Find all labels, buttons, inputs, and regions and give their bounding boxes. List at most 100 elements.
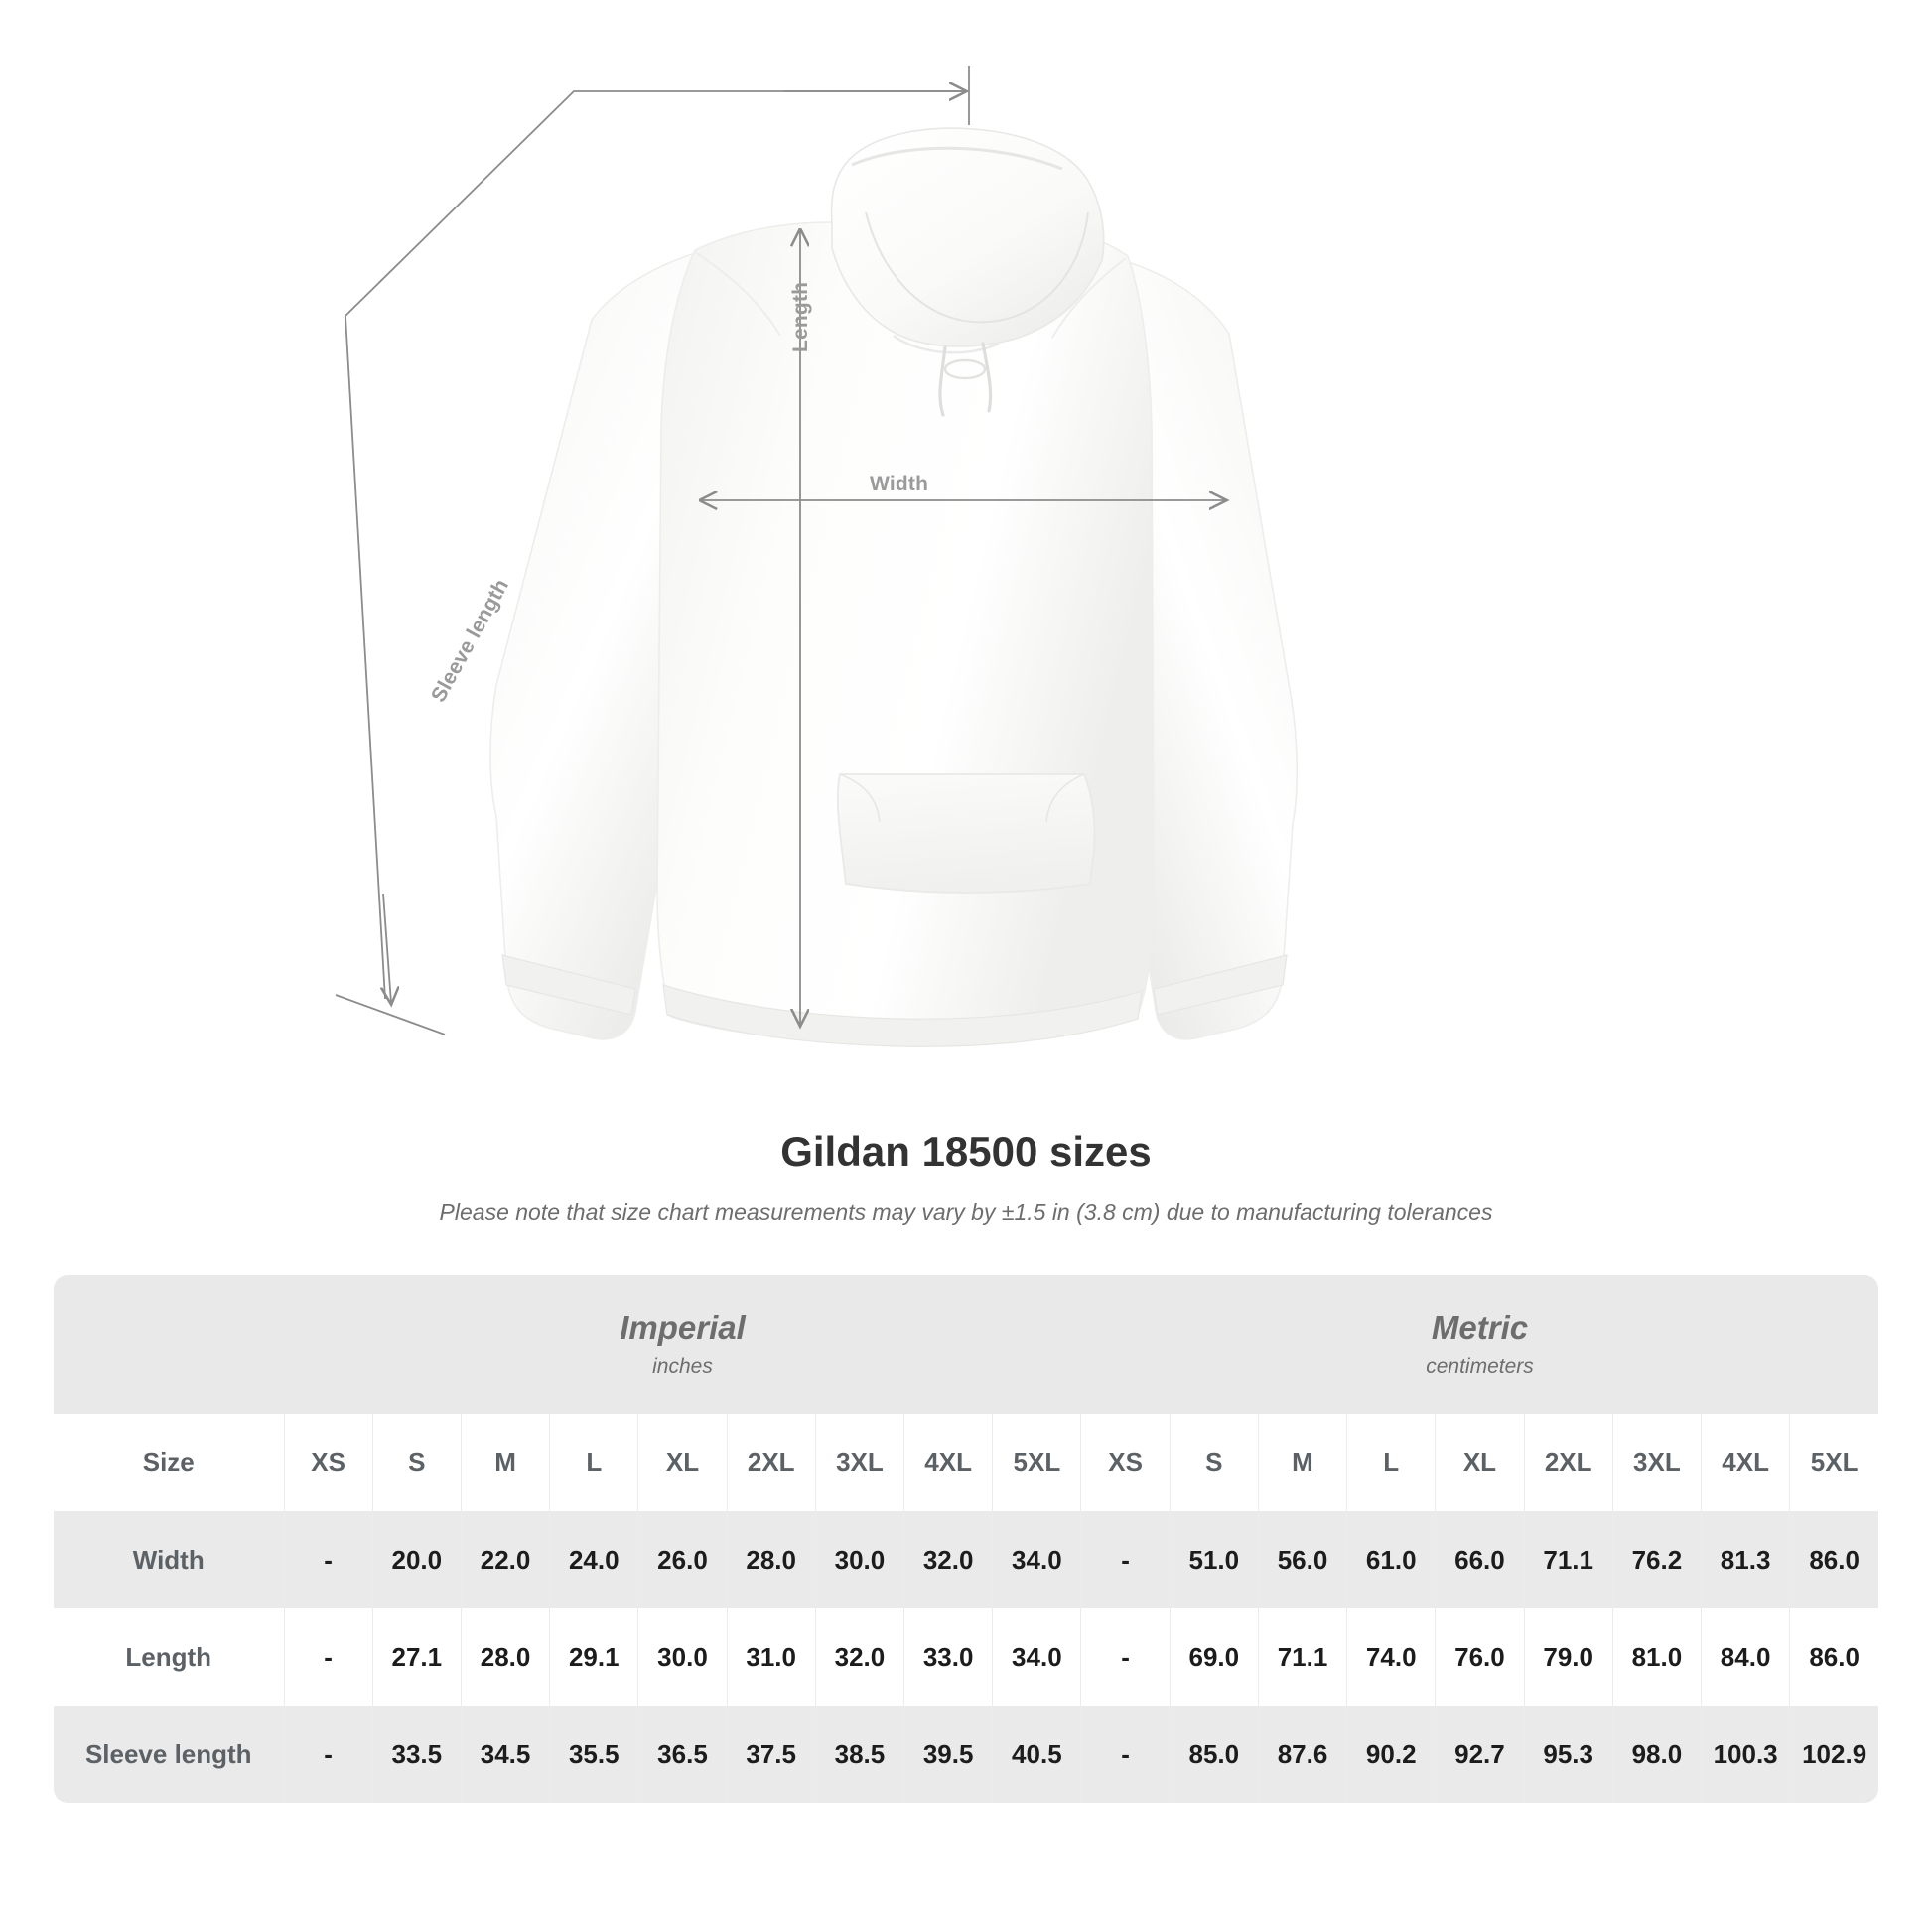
cell-sleeve-length-metric-2xl: 95.3 (1523, 1706, 1613, 1803)
cell-width-imperial-xs: - (283, 1511, 373, 1608)
drawstring-right (981, 342, 993, 413)
size-chart-table: Imperial inches Metric centimeters Size … (54, 1275, 1879, 1803)
hood-casing (851, 146, 1063, 171)
cell-sleeve-length-imperial-m: 34.5 (460, 1706, 550, 1803)
hood (830, 127, 1105, 347)
cell-width-imperial-l: 24.0 (549, 1511, 638, 1608)
size-header-metric-5xl: 5XL (1789, 1414, 1879, 1511)
cell-width-metric-4xl: 81.3 (1700, 1511, 1790, 1608)
cell-width-metric-xs: - (1080, 1511, 1171, 1608)
cell-sleeve-length-imperial-s: 33.5 (371, 1706, 462, 1803)
cell-width-imperial-xl: 26.0 (637, 1511, 728, 1608)
hood-inner-edge (865, 211, 1089, 324)
cell-width-metric-2xl: 71.1 (1523, 1511, 1613, 1608)
page-title: Gildan 18500 sizes (780, 1128, 1152, 1174)
cell-width-metric-s: 51.0 (1169, 1511, 1259, 1608)
size-chart-table-wrapper: Imperial inches Metric centimeters Size … (54, 1275, 1879, 1803)
size-header-metric-l: L (1346, 1414, 1436, 1511)
size-header-imperial-3xl: 3XL (814, 1414, 904, 1511)
cell-length-metric-5xl: 86.0 (1789, 1608, 1879, 1706)
cell-length-metric-4xl: 84.0 (1700, 1608, 1790, 1706)
cell-length-metric-l: 74.0 (1346, 1608, 1436, 1706)
length-dimension-label: Length (789, 281, 812, 352)
title-block: Gildan 18500 sizes Please note that size… (0, 1127, 1932, 1228)
hoodie-diagram: Length Width Sleeve length (335, 66, 1299, 1047)
cell-length-metric-m: 71.1 (1257, 1608, 1347, 1706)
cell-sleeve-length-metric-l: 90.2 (1346, 1706, 1436, 1803)
size-header-metric-3xl: 3XL (1611, 1414, 1702, 1511)
width-dimension-label: Width (870, 473, 929, 495)
bottom-hem (662, 984, 1143, 1047)
cell-width-imperial-5xl: 34.0 (992, 1511, 1081, 1608)
cell-length-imperial-5xl: 34.0 (992, 1608, 1081, 1706)
table-row: Length -27.1 28.0 29.1 30.0 31.0 32.0 33.0 34.0-… (54, 1608, 1879, 1706)
drawstring-knot (943, 358, 987, 380)
cell-sleeve-length-metric-m: 87.6 (1257, 1706, 1347, 1803)
cell-width-imperial-3xl: 30.0 (814, 1511, 904, 1608)
size-header-metric-2xl: 2XL (1523, 1414, 1613, 1511)
cell-sleeve-length-metric-xs: - (1080, 1706, 1171, 1803)
right-shoulder-seam (1051, 257, 1127, 339)
left-sleeve (489, 251, 696, 1040)
size-header-imperial-4xl: 4XL (903, 1414, 993, 1511)
size-header-metric-4xl: 4XL (1700, 1414, 1790, 1511)
cell-width-metric-3xl: 76.2 (1611, 1511, 1702, 1608)
cell-sleeve-length-metric-4xl: 100.3 (1700, 1706, 1790, 1803)
cell-length-imperial-2xl: 31.0 (726, 1608, 816, 1706)
right-cuff (1153, 954, 1288, 1016)
left-cuff (501, 954, 636, 1016)
cell-width-metric-l: 61.0 (1346, 1511, 1436, 1608)
collar-seam (893, 335, 1000, 354)
cell-length-imperial-xl: 30.0 (637, 1608, 728, 1706)
left-shoulder-seam (694, 251, 781, 337)
sleeve-bottom-tick (335, 994, 446, 1035)
size-header-metric-s: S (1169, 1414, 1259, 1511)
drawstring-left (938, 345, 947, 417)
cell-length-imperial-m: 28.0 (460, 1608, 550, 1706)
cell-sleeve-length-imperial-2xl: 37.5 (726, 1706, 816, 1803)
size-header-metric-xl: XL (1435, 1414, 1525, 1511)
cell-length-imperial-l: 29.1 (549, 1608, 638, 1706)
cell-width-imperial-4xl: 32.0 (903, 1511, 993, 1608)
tolerance-note: Please note that size chart measurements… (439, 1199, 1493, 1226)
unit-corner-cell (54, 1275, 284, 1414)
cell-width-imperial-s: 20.0 (371, 1511, 462, 1608)
size-header-imperial-2xl: 2XL (726, 1414, 816, 1511)
size-header-imperial-s: S (371, 1414, 462, 1511)
size-header-row: Size XS S M L XL 2XL 3XL 4XL 5XL XS S M L XL 2XL 3XL 4XL… (54, 1414, 1879, 1511)
cell-sleeve-length-metric-xl: 92.7 (1435, 1706, 1525, 1803)
sleeve-bottom-arrow (383, 893, 391, 1003)
cell-length-metric-xs: - (1080, 1608, 1171, 1706)
cell-length-imperial-3xl: 32.0 (814, 1608, 904, 1706)
cell-sleeve-length-imperial-5xl: 40.5 (992, 1706, 1081, 1803)
table-row: Sleeve length -33.5 34.5 35.5 36.5 37.5 38.5 39… (54, 1706, 1879, 1803)
row-label-width: Width (54, 1511, 284, 1608)
cell-sleeve-length-metric-5xl: 102.9 (1789, 1706, 1879, 1803)
cell-sleeve-length-imperial-xl: 36.5 (637, 1706, 728, 1803)
unit-group-imperial: Imperial inches (284, 1275, 1081, 1414)
cell-sleeve-length-imperial-3xl: 38.5 (814, 1706, 904, 1803)
size-chart-tbody: Width -20.0 22.0 24.0 26.0 28.0 30.0 32.0 34.0-5… (54, 1511, 1879, 1803)
cell-sleeve-length-metric-s: 85.0 (1169, 1706, 1259, 1803)
unit-group-metric-sub: centimeters (1426, 1354, 1534, 1378)
cell-sleeve-length-imperial-4xl: 39.5 (903, 1706, 993, 1803)
size-header-metric-m: M (1257, 1414, 1347, 1511)
unit-group-metric: Metric centimeters (1080, 1275, 1879, 1414)
pocket-opening-left (839, 773, 881, 823)
cell-length-imperial-xs: - (283, 1608, 373, 1706)
cell-length-imperial-4xl: 33.0 (903, 1608, 993, 1706)
cell-width-metric-xl: 66.0 (1435, 1511, 1525, 1608)
table-row: Width -20.0 22.0 24.0 26.0 28.0 30.0 32.0 34.0-5… (54, 1511, 1879, 1608)
size-header-imperial-5xl: 5XL (992, 1414, 1081, 1511)
cell-length-metric-s: 69.0 (1169, 1608, 1259, 1706)
size-header-imperial-l: L (549, 1414, 638, 1511)
pocket-opening-right (1045, 773, 1085, 823)
size-header-imperial-xl: XL (637, 1414, 728, 1511)
row-label-sleeve-length: Sleeve length (54, 1706, 284, 1803)
size-chart-thead: Imperial inches Metric centimeters Size … (54, 1275, 1879, 1511)
size-header-imperial-xs: XS (283, 1414, 373, 1511)
cell-length-metric-3xl: 81.0 (1611, 1608, 1702, 1706)
size-header-metric-xs: XS (1080, 1414, 1171, 1511)
cell-length-metric-2xl: 79.0 (1523, 1608, 1613, 1706)
cell-length-imperial-s: 27.1 (371, 1608, 462, 1706)
